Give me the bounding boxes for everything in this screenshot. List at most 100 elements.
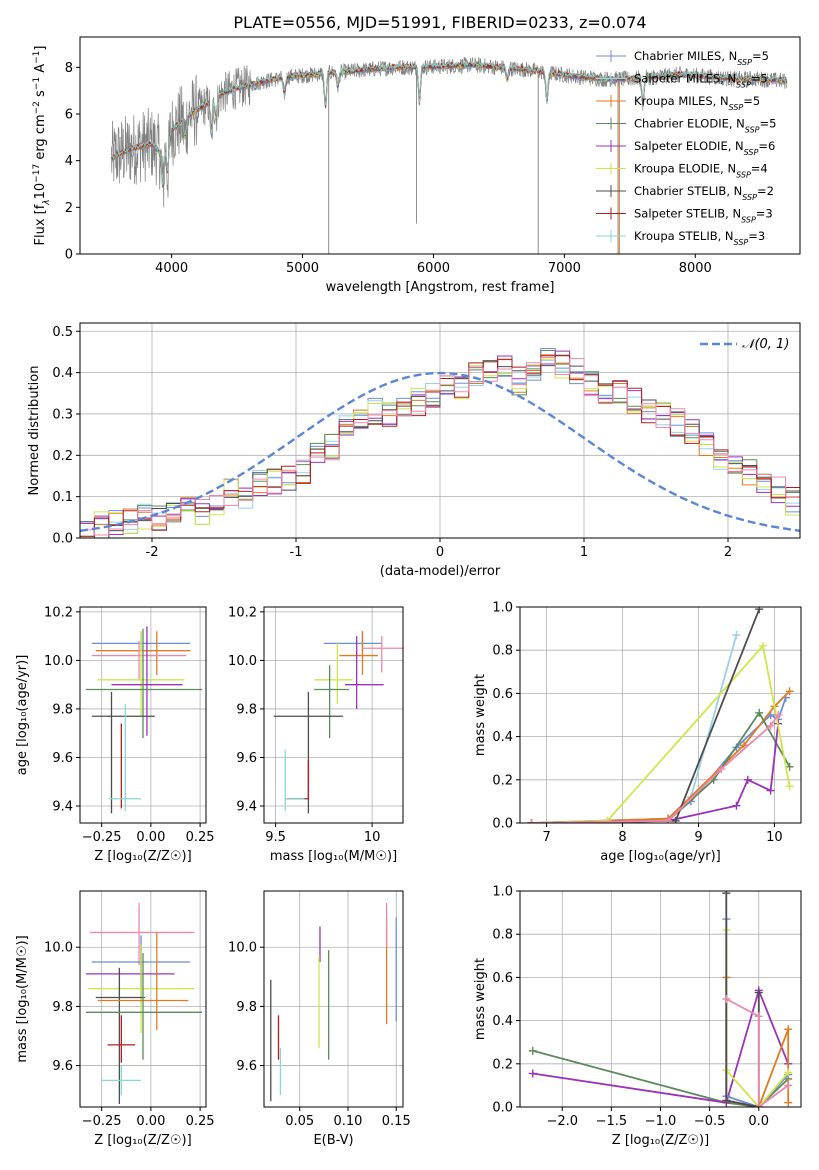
x-axis-label: Z [log₁₀(Z/Z☉)] bbox=[94, 849, 191, 864]
series-marker bbox=[784, 1098, 793, 1107]
y-tick-label: 9.6 bbox=[236, 751, 257, 766]
y-tick-label: 0.8 bbox=[492, 644, 513, 659]
series-marker bbox=[528, 1069, 537, 1078]
y-tick-label: 9.6 bbox=[52, 751, 73, 766]
plot-area bbox=[273, 631, 403, 814]
y-tick-label: 9.4 bbox=[52, 800, 73, 815]
y-tick-label: 2 bbox=[65, 201, 73, 216]
series-marker bbox=[785, 782, 794, 791]
x-tick-label: 0.0 bbox=[748, 1114, 769, 1129]
series-marker bbox=[755, 607, 764, 614]
y-axis-label: mass [log₁₀(M/M☉)] bbox=[15, 935, 30, 1062]
y-tick-label: 9.6 bbox=[236, 1059, 257, 1074]
plot-area bbox=[527, 607, 794, 823]
x-tick-label: 0.10 bbox=[334, 1114, 363, 1129]
x-tick-label: 0 bbox=[436, 545, 444, 560]
y-tick-label: 0.4 bbox=[52, 366, 73, 381]
legend-label: Kroupa STELIB, NSSP=3 bbox=[634, 229, 765, 247]
x-axis-label: mass [log₁₀(M/M☉)] bbox=[270, 849, 397, 864]
legend-label: Salpeter MILES, NSSP=5 bbox=[634, 72, 768, 90]
series-marker bbox=[755, 708, 764, 717]
y-tick-label: 10.0 bbox=[228, 941, 257, 956]
y-tick-label: 10.0 bbox=[44, 941, 73, 956]
x-tick-label: 9.5 bbox=[265, 830, 286, 845]
x-tick-label: 10 bbox=[364, 830, 381, 845]
mass-weight-series bbox=[531, 634, 738, 823]
series-marker bbox=[754, 1012, 763, 1021]
x-tick-label: −0.5 bbox=[694, 1114, 726, 1129]
legend: Chabrier MILES, NSSP=5 Salpeter MILES, NS… bbox=[596, 49, 776, 247]
mass-weight-series bbox=[531, 690, 791, 823]
y-tick-label: 0.6 bbox=[492, 687, 513, 702]
axes-frame bbox=[79, 890, 207, 1108]
y-axis-label: age [log₁₀(age/yr)] bbox=[15, 655, 30, 776]
series-marker bbox=[784, 1081, 793, 1090]
x-tick-label: 0.15 bbox=[382, 1114, 411, 1129]
series-marker bbox=[664, 816, 673, 823]
x-tick-label: 0.00 bbox=[136, 830, 165, 845]
series-marker bbox=[785, 762, 794, 771]
series-marker bbox=[759, 641, 768, 650]
series-marker bbox=[722, 995, 731, 1003]
mass-weight-series bbox=[531, 608, 761, 823]
mass-weight-series bbox=[531, 711, 791, 823]
axes-frame bbox=[79, 606, 207, 824]
series-marker bbox=[785, 687, 794, 696]
series-marker bbox=[527, 819, 536, 823]
y-tick-label: 9.8 bbox=[52, 1000, 73, 1015]
y-tick-label: 6 bbox=[65, 108, 73, 123]
errorbar-point bbox=[345, 636, 384, 709]
plot-area bbox=[528, 891, 793, 1107]
plot-area bbox=[270, 902, 397, 1102]
mass-weight-series bbox=[532, 1049, 789, 1107]
y-tick-label: 0.4 bbox=[492, 1014, 513, 1029]
x-tick-label: 2 bbox=[724, 545, 732, 560]
y-tick-label: 1.0 bbox=[492, 885, 513, 900]
mass-weight-series bbox=[532, 987, 790, 1104]
errorbar-point bbox=[109, 704, 142, 811]
panel-mass-vs-Z: −0.25 0.00 0.25 9.6 9.8 10.0 Z [log₁₀(Z/Z☉)] ma… bbox=[15, 890, 215, 1148]
y-tick-label: 0.0 bbox=[52, 532, 73, 547]
histogram-series bbox=[80, 354, 800, 538]
y-tick-label: 0.6 bbox=[492, 971, 513, 986]
x-axis-label: E(B-V) bbox=[313, 1133, 353, 1148]
y-tick-label: 0.3 bbox=[52, 407, 73, 422]
series-marker bbox=[743, 775, 752, 784]
y-tick-label: 10.2 bbox=[228, 605, 257, 620]
panel-spectrum: 4000 5000 6000 7000 8000 0 2 4 6 8 wavelength [Ang… bbox=[32, 36, 801, 295]
series-marker bbox=[732, 801, 741, 810]
x-tick-label: 9 bbox=[694, 830, 702, 845]
x-tick-label: −1.0 bbox=[645, 1114, 677, 1129]
errorbar-point bbox=[339, 631, 378, 675]
x-tick-label: 10 bbox=[766, 830, 783, 845]
y-tick-label: 10.2 bbox=[44, 605, 73, 620]
series-marker bbox=[528, 1046, 537, 1055]
x-tick-label: −0.25 bbox=[82, 1114, 122, 1129]
y-tick-label: 0.8 bbox=[492, 928, 513, 943]
errorbar-point bbox=[111, 626, 183, 736]
series-marker bbox=[722, 891, 731, 898]
errorbar-point bbox=[85, 628, 203, 739]
legend-label: Chabrier STELIB, NSSP=2 bbox=[634, 184, 774, 202]
panel-residuals: -2 -1 0 1 2 0.0 0.1 0.2 0.3 0.4 0.5 (data-model)/er… bbox=[27, 322, 801, 579]
errorbar-point bbox=[314, 643, 353, 705]
y-tick-label: 0.4 bbox=[492, 730, 513, 745]
y-tick-label: 9.8 bbox=[236, 1000, 257, 1015]
x-axis-label: (data-model)/error bbox=[380, 564, 501, 579]
errorbar-point bbox=[284, 750, 305, 811]
series-marker bbox=[722, 1096, 731, 1105]
x-tick-label: 8000 bbox=[679, 261, 712, 276]
errorbar-point bbox=[87, 944, 195, 1034]
y-tick-label: 0.2 bbox=[492, 1057, 513, 1072]
errorbar-point bbox=[95, 967, 145, 1105]
legend-label: Salpeter ELODIE, NSSP=6 bbox=[634, 139, 775, 157]
y-axis-label: mass weight bbox=[473, 674, 488, 756]
legend-label: Chabrier MILES, NSSP=5 bbox=[634, 49, 769, 67]
errorbar-point bbox=[85, 944, 175, 1004]
y-tick-label: 0.1 bbox=[52, 490, 73, 505]
mass-weight-series bbox=[725, 998, 789, 1107]
series-marker bbox=[766, 721, 775, 730]
y-axis-label: Normed distribution bbox=[27, 366, 42, 496]
x-tick-label: 0.25 bbox=[186, 1114, 215, 1129]
y-tick-label: 9.8 bbox=[236, 702, 257, 717]
